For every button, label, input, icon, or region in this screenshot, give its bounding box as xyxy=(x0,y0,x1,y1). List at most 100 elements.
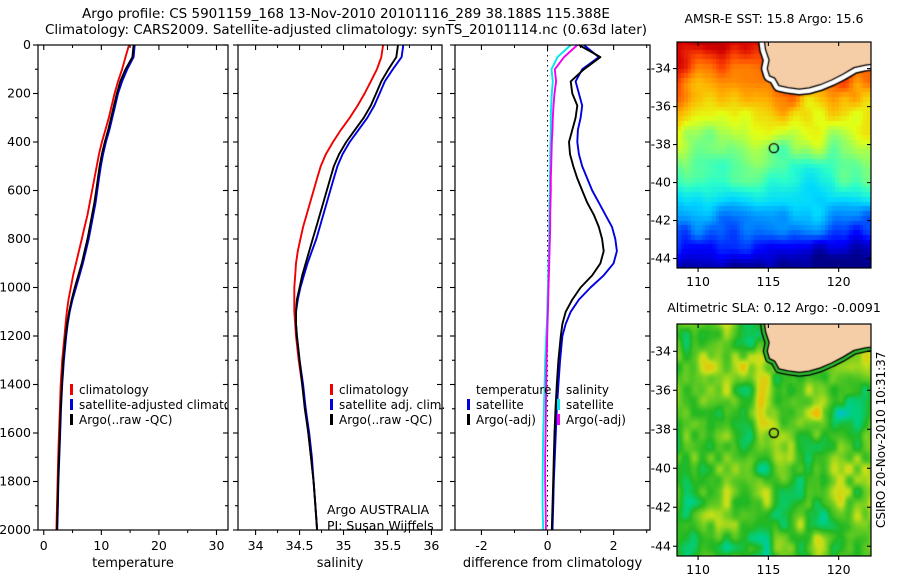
svg-text:-34: -34 xyxy=(651,343,671,358)
svg-text:34.5: 34.5 xyxy=(286,538,314,553)
svg-text:400: 400 xyxy=(7,134,31,149)
page-title: Argo profile: CS 5901159_168 13-Nov-2010… xyxy=(82,6,610,22)
svg-text:115: 115 xyxy=(756,562,780,577)
sla-map xyxy=(677,324,871,556)
difference-legend-salinity: salinity satellite Argo(-adj) xyxy=(557,383,626,428)
svg-text:10: 10 xyxy=(93,538,109,553)
svg-text:2000: 2000 xyxy=(0,522,31,537)
difference-series-salinity-argo-adj- xyxy=(544,44,578,531)
svg-text:34: 34 xyxy=(248,538,264,553)
temperature-legend: climatology satellite-adjusted climatolo… xyxy=(70,383,227,428)
svg-text:120: 120 xyxy=(827,562,851,577)
svg-text:salinity: salinity xyxy=(317,556,364,571)
legend-column-header: temperature xyxy=(476,383,552,397)
salinity-legend: climatology satellite adj. clim. Argo(..… xyxy=(330,383,445,428)
svg-text:600: 600 xyxy=(7,183,31,198)
legend-item: Argo(-adj) xyxy=(557,413,626,428)
figure-header: Argo profile: CS 5901159_168 13-Nov-2010… xyxy=(40,6,652,38)
legend-label: Argo(-adj) xyxy=(566,413,626,427)
legend-label: satellite adj. clim. xyxy=(339,398,446,412)
sst-map xyxy=(677,42,871,268)
difference-series-temperature-argo-adj- xyxy=(550,44,605,531)
salinity-panel: 34 34.5 35 35.5 36 salinity xyxy=(233,44,443,571)
svg-text:1400: 1400 xyxy=(0,377,31,392)
legend-item: satellite xyxy=(557,398,626,413)
svg-text:115: 115 xyxy=(756,274,780,289)
legend-column-header: salinity xyxy=(566,383,610,397)
legend-label: Argo(-adj) xyxy=(476,413,536,427)
svg-text:1000: 1000 xyxy=(0,280,31,295)
page-subtitle: Climatology: CARS2009. Satellite-adjuste… xyxy=(44,22,648,38)
legend-color-bar xyxy=(70,384,73,395)
svg-text:1200: 1200 xyxy=(0,328,31,343)
sla-map-title: Altimetric SLA: 0.12 Argo: -0.0091 xyxy=(667,300,881,315)
svg-text:1800: 1800 xyxy=(0,474,31,489)
legend-label: satellite-adjusted climatology xyxy=(79,398,227,412)
legend-item: climatology xyxy=(330,383,445,398)
salinity-series-climatology xyxy=(293,44,385,531)
svg-text:-42: -42 xyxy=(651,213,671,228)
legend-label: climatology xyxy=(79,383,149,397)
temperature-series-argo-raw-qc- xyxy=(56,44,135,531)
svg-text:0: 0 xyxy=(544,538,552,553)
difference-series-salinity-satellite xyxy=(541,44,572,531)
svg-text:-36: -36 xyxy=(651,382,671,397)
legend-item: climatology xyxy=(70,383,227,398)
legend-label: climatology xyxy=(339,383,409,397)
svg-text:35: 35 xyxy=(336,538,352,553)
argo-australia-credit: Argo AUSTRALIA PI: Susan Wijffels xyxy=(327,502,434,533)
csiro-timestamp: CSIRO 20-Nov-2010 10:31:37 xyxy=(874,351,888,529)
svg-text:temperature: temperature xyxy=(92,556,174,571)
legend-color-bar xyxy=(70,399,73,410)
temperature-panel: 0 200 400 600 800 1000 1200 1400 1600 1800 2000 0 10… xyxy=(0,37,229,571)
legend-item: satellite-adjusted climatology xyxy=(70,398,227,413)
legend-color-bar xyxy=(330,414,333,425)
svg-text:-38: -38 xyxy=(651,421,671,436)
legend-color-bar xyxy=(467,414,470,425)
svg-text:30: 30 xyxy=(209,538,225,553)
svg-text:2: 2 xyxy=(610,538,618,553)
svg-text:-38: -38 xyxy=(651,137,671,152)
svg-text:0: 0 xyxy=(40,538,48,553)
svg-text:35.5: 35.5 xyxy=(374,538,402,553)
svg-text:-44: -44 xyxy=(651,251,671,266)
pi-label: PI: Susan Wijffels xyxy=(327,517,434,533)
salinity-series-argo-raw-qc- xyxy=(295,44,399,531)
svg-text:-40: -40 xyxy=(651,175,671,190)
svg-text:200: 200 xyxy=(7,86,31,101)
sst-map-title: AMSR-E SST: 15.8 Argo: 15.6 xyxy=(684,11,864,26)
svg-text:120: 120 xyxy=(827,274,851,289)
svg-text:-44: -44 xyxy=(651,538,671,553)
temperature-series-climatology xyxy=(55,44,130,531)
legend-item: Argo(-adj) xyxy=(467,413,551,428)
legend-color-bar xyxy=(330,399,333,410)
legend-color-bar xyxy=(467,399,470,410)
svg-text:20: 20 xyxy=(151,538,167,553)
org-label: Argo AUSTRALIA xyxy=(327,502,430,517)
svg-text:110: 110 xyxy=(686,274,710,289)
svg-text:-36: -36 xyxy=(651,99,671,114)
svg-text:0: 0 xyxy=(23,37,31,52)
svg-text:-40: -40 xyxy=(651,460,671,475)
svg-text:-2: -2 xyxy=(475,538,487,553)
legend-label: satellite xyxy=(566,398,614,412)
legend-item: Argo(..raw -QC) xyxy=(330,413,445,428)
svg-text:-34: -34 xyxy=(651,61,671,76)
legend-label: satellite xyxy=(476,398,524,412)
svg-text:-42: -42 xyxy=(651,499,671,514)
legend-color-bar xyxy=(557,414,560,425)
svg-text:36: 36 xyxy=(423,538,439,553)
svg-text:110: 110 xyxy=(686,562,710,577)
legend-color-bar xyxy=(330,384,333,395)
temperature-series-satellite-adjusted-climatology xyxy=(56,44,136,531)
difference-panel: -2 0 2 difference from climatology xyxy=(450,44,651,571)
difference-series-temperature-satellite xyxy=(551,44,618,531)
legend-item: Argo(..raw -QC) xyxy=(70,413,227,428)
legend-label: Argo(..raw -QC) xyxy=(79,413,173,427)
svg-text:800: 800 xyxy=(7,231,31,246)
legend-item: satellite adj. clim. xyxy=(330,398,445,413)
svg-text:1600: 1600 xyxy=(0,425,31,440)
difference-legend-temperature: temperature satellite Argo(-adj) xyxy=(467,383,551,428)
legend-item: satellite xyxy=(467,398,551,413)
